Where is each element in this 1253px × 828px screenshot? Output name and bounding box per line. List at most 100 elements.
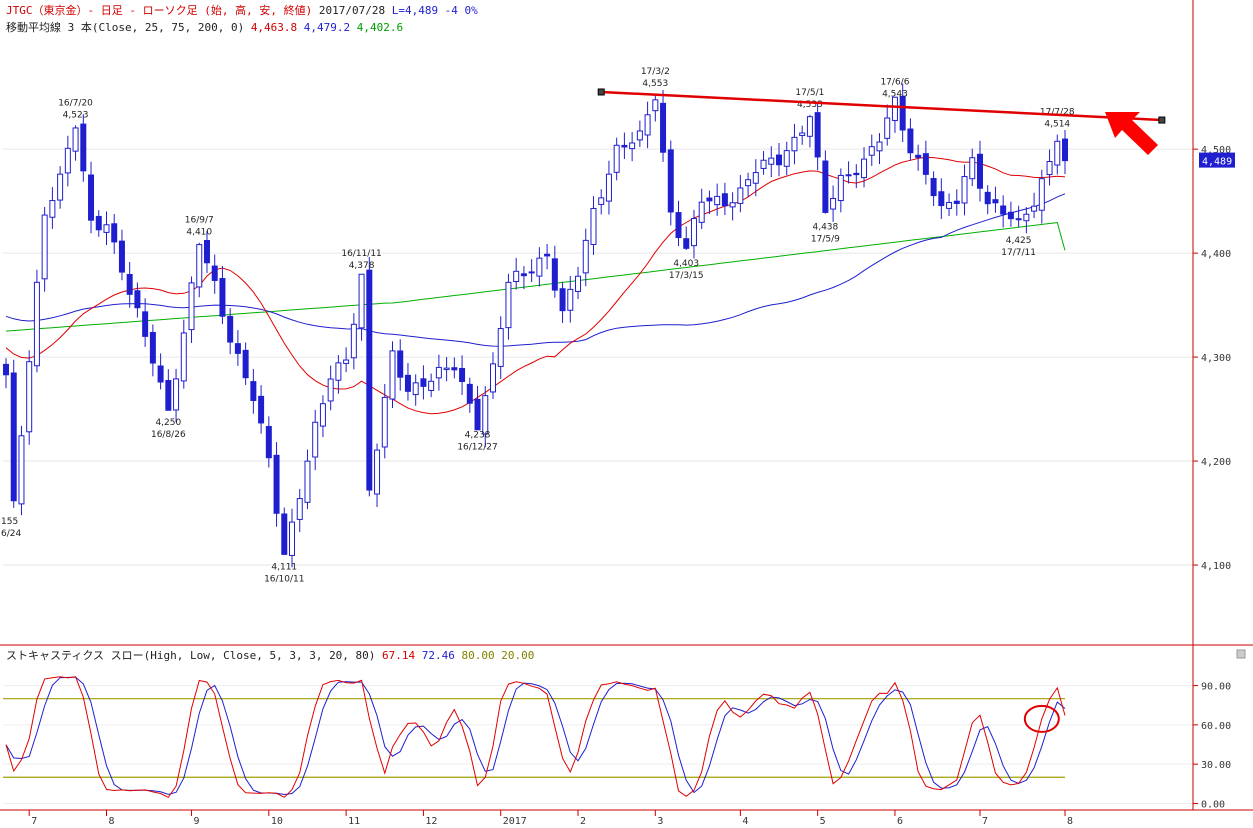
candle-body xyxy=(451,367,458,371)
candle xyxy=(567,275,574,323)
candle-body xyxy=(33,281,40,367)
candle xyxy=(876,133,883,165)
candle xyxy=(799,125,806,145)
candle-body xyxy=(644,114,651,136)
candle xyxy=(381,384,388,459)
annotation-6: 4,238 16/12/27 xyxy=(457,431,497,453)
candle xyxy=(721,182,728,215)
candle xyxy=(219,266,226,325)
annotation-4: 4,111 16/10/11 xyxy=(264,563,304,585)
date-tick-label: 12 xyxy=(425,816,437,827)
candle-body xyxy=(242,349,249,379)
date-tick-label: 10 xyxy=(271,816,283,827)
candle xyxy=(837,168,844,213)
candle-body xyxy=(613,144,620,173)
candle xyxy=(505,273,512,340)
candle-body xyxy=(582,239,589,274)
candle-body xyxy=(366,269,373,491)
candle-body xyxy=(861,158,868,179)
annotation-date: 17/5/9 xyxy=(811,235,840,245)
moving-average-legend: 移動平均線 3 本(Close, 25, 75, 200, 0) 4,463.8… xyxy=(6,20,403,34)
candle-body xyxy=(374,449,381,495)
candle xyxy=(281,507,288,555)
annotation-value: 4,238 xyxy=(465,431,491,441)
annotation-date: 16/8/26 xyxy=(151,430,186,440)
candle xyxy=(335,355,342,394)
candle-body xyxy=(95,215,102,231)
candle xyxy=(466,377,473,413)
candle-body xyxy=(652,99,659,112)
candle xyxy=(907,118,914,161)
candle xyxy=(196,242,203,298)
candle-body xyxy=(72,127,79,152)
candle xyxy=(312,409,319,471)
candle-body xyxy=(938,191,945,207)
candle xyxy=(953,189,960,216)
date-tick-label: 9 xyxy=(194,816,200,827)
candle-body xyxy=(636,130,643,141)
candle-body xyxy=(768,157,775,165)
candle-body xyxy=(899,95,906,131)
candle-body xyxy=(80,123,87,172)
candle xyxy=(1054,134,1061,175)
candle xyxy=(961,164,968,216)
candle xyxy=(350,313,357,370)
annotation-2: 4,250 16/8/26 xyxy=(151,418,186,440)
highlight-circle-icon xyxy=(1023,704,1060,733)
date-tick-label: 2017 xyxy=(503,816,527,827)
header-part-3: 4,402.6 xyxy=(357,21,403,34)
candle xyxy=(559,281,566,323)
annotation-date: 17/6/6 xyxy=(880,77,909,87)
candle xyxy=(590,196,597,255)
annotation-value: 4,543 xyxy=(882,89,908,99)
header-part-1: 2017/07/28 xyxy=(312,4,391,17)
candle xyxy=(845,161,852,184)
candle-body xyxy=(327,378,334,402)
candle-body xyxy=(876,141,883,152)
candle xyxy=(142,298,149,347)
candle-body xyxy=(907,128,914,154)
candle-body xyxy=(466,383,473,404)
price-annotations: 155 6/24 16/7/20 4,523 4,250 16/8/26 16/9/7 4,4… xyxy=(1,67,1075,585)
candle xyxy=(180,319,187,389)
candle-body xyxy=(590,207,597,245)
candle-body xyxy=(915,154,922,158)
candle xyxy=(242,342,249,385)
price-panel: 155 6/24 16/7/20 4,523 4,250 16/8/26 16/9/7 4,4… xyxy=(1,67,1193,585)
candle-body xyxy=(404,374,411,392)
price-tick-label: 4,300 xyxy=(1201,353,1231,364)
candle-body xyxy=(721,193,728,207)
candle xyxy=(853,164,860,189)
candle xyxy=(806,114,813,148)
annotation-12: 4,425 17/7/11 xyxy=(1001,236,1036,258)
candle xyxy=(296,488,303,533)
header-part-2: 72.46 xyxy=(422,649,462,662)
annotation-value: 4,378 xyxy=(349,261,375,271)
candle xyxy=(814,101,821,171)
candle xyxy=(304,449,311,510)
candle xyxy=(861,147,868,188)
candle-body xyxy=(984,191,991,205)
candle-body xyxy=(837,174,844,202)
candle-body xyxy=(737,187,744,204)
candle-body xyxy=(698,201,705,223)
date-tick-label: 3 xyxy=(657,816,663,827)
annotation-value: 4,403 xyxy=(673,259,699,269)
candle-body xyxy=(528,271,535,274)
annotation-1: 16/7/20 4,523 xyxy=(58,98,93,120)
header-part-2: L=4,489 -4 0% xyxy=(392,4,478,17)
candle-body xyxy=(412,382,419,396)
candle-body xyxy=(683,238,690,249)
candle xyxy=(613,137,620,181)
candle xyxy=(1000,195,1007,228)
annotation-0: 155 6/24 xyxy=(1,517,21,539)
candle-body xyxy=(57,173,64,201)
candle-body xyxy=(1038,178,1045,211)
candle-body xyxy=(88,174,95,221)
candle xyxy=(598,189,605,215)
annotation-value: 155 xyxy=(1,517,18,527)
candle-body xyxy=(567,288,574,311)
candle-body xyxy=(165,380,172,411)
candle-body xyxy=(180,332,187,382)
